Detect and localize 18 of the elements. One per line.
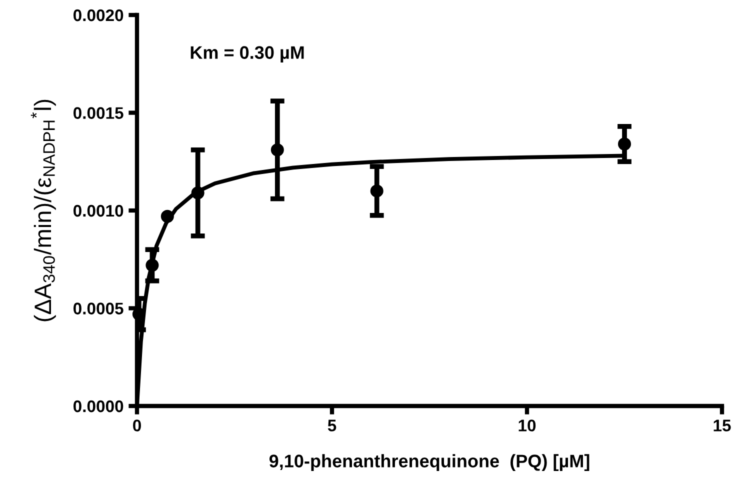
x-axis-title: 9,10-phenanthrenequinone (PQ) [µM]	[269, 454, 590, 472]
x-tick-label: 5	[328, 420, 336, 432]
point	[270, 143, 284, 156]
y-axis-title: (ΔA$_{340}$/min)/(ε$_{NADPH}$$^{*}$l)	[30, 100, 56, 322]
x-tick-label: 15	[714, 420, 731, 432]
x-tick-label: 10	[518, 420, 536, 432]
point	[618, 138, 632, 151]
y-tick-label: 0.0005	[73, 302, 124, 314]
point	[160, 210, 174, 223]
x-tick-label: 0	[133, 420, 141, 432]
y-tick-label: 0.0015	[73, 107, 124, 119]
annotation: Km = 0.30 µM	[190, 46, 304, 63]
point	[370, 184, 384, 198]
point	[191, 186, 204, 200]
y-tick-label: 0.0020	[73, 9, 124, 22]
point	[146, 258, 159, 272]
y-tick-label: 0.0000	[73, 400, 124, 412]
y-tick-label: 0.0010	[73, 204, 124, 217]
